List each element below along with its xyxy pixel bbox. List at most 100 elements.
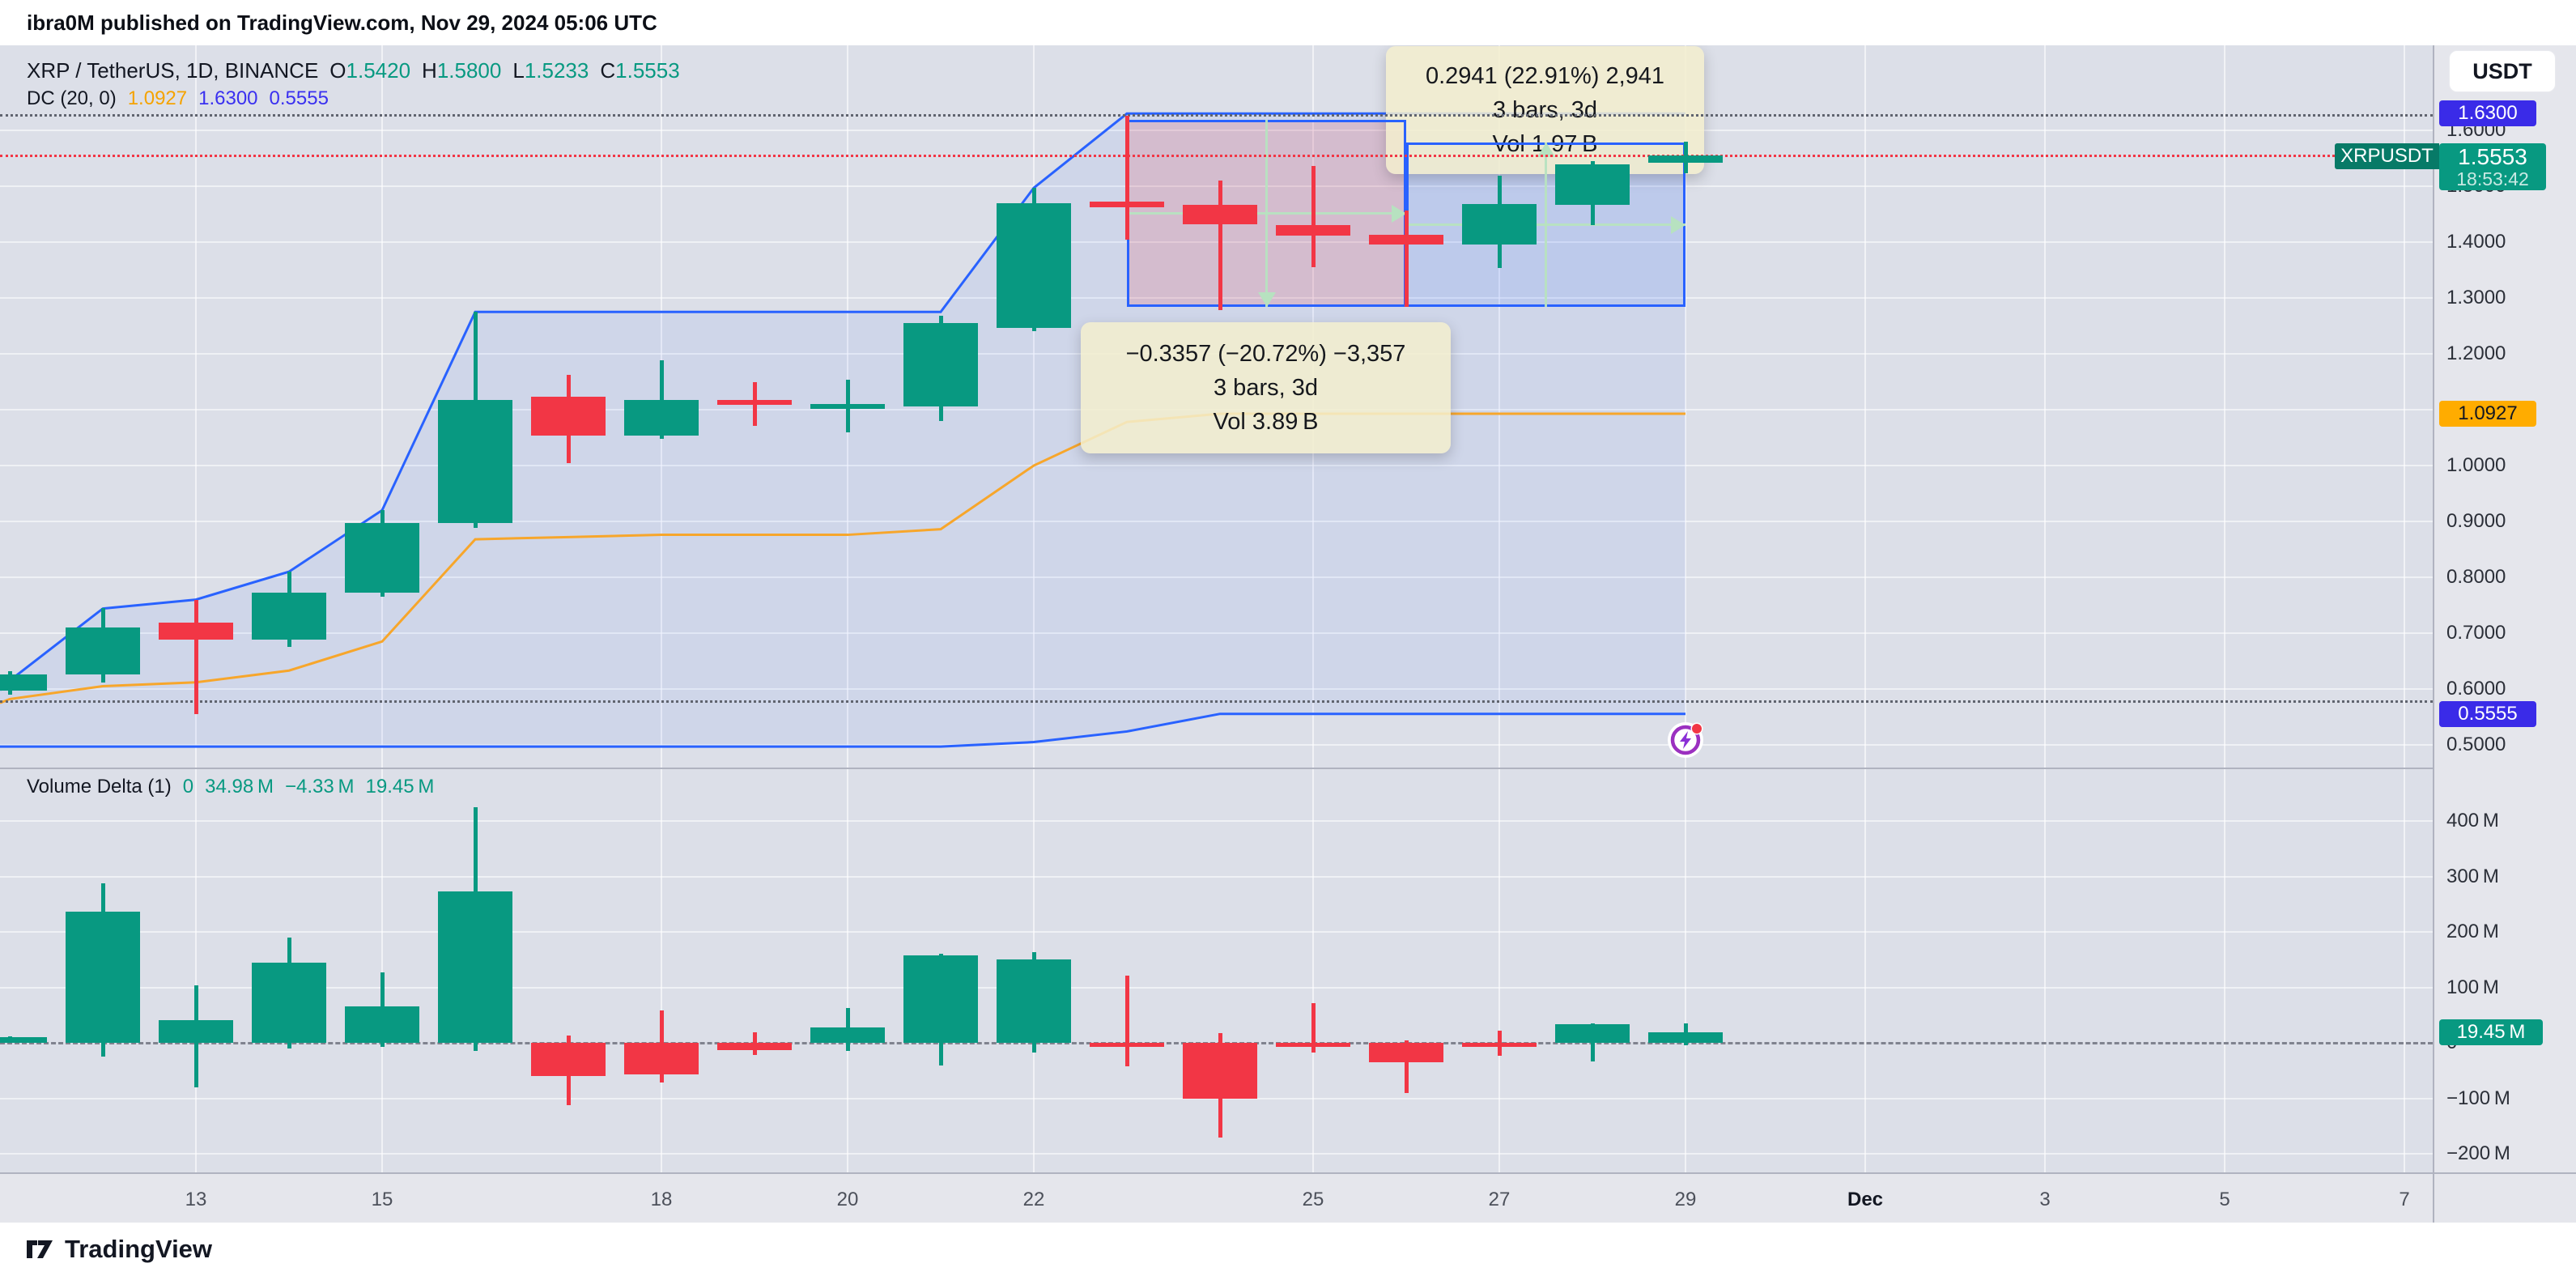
candle-body <box>159 622 233 640</box>
grid-line <box>1033 45 1035 1172</box>
grid-line <box>0 1153 2433 1155</box>
grid-line <box>0 576 2433 578</box>
last-price-line <box>0 154 2433 157</box>
candle-body <box>1648 155 1723 163</box>
notification-dot <box>1692 724 1702 734</box>
candle-body <box>345 523 419 593</box>
grid-line <box>847 45 848 1172</box>
volume-delta-badge: 19.45 M <box>2439 1019 2543 1045</box>
price-tick-label: 0.7000 <box>2446 622 2506 644</box>
upper-dotted-line <box>0 113 2433 117</box>
grid-line <box>0 465 2433 466</box>
grid-line <box>0 688 2433 690</box>
grid-line <box>0 875 2433 878</box>
volume-bar <box>438 891 512 1043</box>
low-value: 1.5233 <box>524 58 589 83</box>
header-bar: ibra0M published on TradingView.com, Nov… <box>0 0 2576 45</box>
volume-bar <box>717 1043 792 1050</box>
axis-separator <box>2433 45 2434 1223</box>
candle-body <box>66 627 140 675</box>
time-axis <box>0 1174 2434 1223</box>
price-tick-label: 0.5000 <box>2446 734 2506 755</box>
symbol-legend[interactable]: XRP / TetherUS, 1D, BINANCE O1.5420 H1.5… <box>27 58 680 83</box>
tradingview-wordmark[interactable]: TradingView <box>65 1235 213 1263</box>
dc-basis-value: 1.0927 <box>127 87 188 109</box>
volume-tick-label: −100 M <box>2446 1087 2510 1109</box>
price-tick-label: 0.8000 <box>2446 566 2506 588</box>
volume-bar <box>1648 1031 1723 1043</box>
grid-line <box>0 1097 2433 1099</box>
volume-bar <box>1369 1043 1443 1062</box>
candle-wick <box>1218 181 1222 311</box>
high-value: 1.5800 <box>436 58 502 83</box>
volume-bar <box>624 1043 699 1075</box>
symbol-price-tag: XRPUSDT <box>2335 143 2439 169</box>
grid-line <box>1864 45 1866 1172</box>
volume-tick-label: 100 M <box>2446 976 2499 998</box>
volume-tick-label: 300 M <box>2446 865 2499 887</box>
grid-line <box>2404 45 2405 1172</box>
volume-bar <box>903 955 978 1043</box>
grid-line <box>0 241 2433 243</box>
candle-body <box>1369 235 1443 245</box>
grid-line <box>0 931 2433 933</box>
last-price-badge: 1.5553 18:53:42 <box>2439 143 2546 190</box>
measure-tooltip-down[interactable]: −0.3357 (−20.72%) −3,357 3 bars, 3d Vol … <box>1081 322 1451 453</box>
grid-line <box>0 521 2433 522</box>
grid-line <box>381 45 383 1172</box>
candle-body <box>624 400 699 436</box>
candle-body <box>0 674 47 691</box>
measure-bars: 3 bars, 3d <box>1214 374 1318 401</box>
grid-line <box>0 297 2433 299</box>
time-label[interactable]: 13 <box>185 1189 207 1210</box>
candle-wick <box>659 359 664 439</box>
candle-body <box>252 593 326 640</box>
dc-lower-badge: 0.5555 <box>2439 700 2536 727</box>
volume-bar <box>810 1027 885 1043</box>
time-label[interactable]: 20 <box>836 1189 859 1210</box>
candle-wick <box>1311 166 1316 268</box>
lower-dotted-line <box>0 700 2433 704</box>
candle-body <box>903 323 978 406</box>
donchian-legend[interactable]: DC (20, 0) 1.0927 1.6300 0.5555 <box>27 87 329 110</box>
volume-wick <box>1311 1003 1316 1053</box>
time-label[interactable]: 15 <box>371 1189 393 1210</box>
bar-countdown: 18:53:42 <box>2456 168 2529 189</box>
volume-bar <box>66 912 140 1043</box>
grid-line <box>0 744 2433 746</box>
candle-body <box>1090 201 1164 208</box>
time-label[interactable]: 25 <box>1302 1189 1324 1210</box>
time-label[interactable]: Dec <box>1847 1189 1884 1210</box>
volume-bar <box>0 1037 47 1043</box>
currency-toggle-button[interactable]: USDT <box>2449 50 2556 92</box>
time-label[interactable]: 27 <box>1488 1189 1511 1210</box>
candle-body <box>1555 164 1630 205</box>
time-label[interactable]: 22 <box>1022 1189 1045 1210</box>
measure-arrow-down <box>1257 292 1276 308</box>
time-label[interactable]: 18 <box>650 1189 673 1210</box>
measure-hline <box>1406 223 1685 227</box>
symbol-title: XRP / TetherUS, 1D, BINANCE <box>27 58 319 83</box>
dc-upper-value: 1.6300 <box>198 87 258 109</box>
vd-low: −4.33 M <box>284 776 355 798</box>
time-label[interactable]: 3 <box>2039 1189 2051 1210</box>
streak-flash-icon[interactable] <box>1667 721 1704 759</box>
price-tick-label: 0.6000 <box>2446 678 2506 700</box>
measure-volume: Vol 3.89 B <box>1213 408 1319 435</box>
pane-separator <box>0 768 2433 769</box>
candle-body <box>717 400 792 406</box>
measure-arrow-horizontal <box>1671 215 1685 234</box>
grid-line <box>2044 45 2046 1172</box>
grid-line <box>0 986 2433 989</box>
volume-bar <box>531 1043 606 1077</box>
time-label[interactable]: 7 <box>2399 1189 2410 1210</box>
vd-high: 34.98 M <box>205 776 274 798</box>
time-label[interactable]: 29 <box>1674 1189 1697 1210</box>
grid-line <box>0 130 2433 131</box>
volume-bar <box>159 1019 233 1043</box>
time-label[interactable]: 5 <box>2219 1189 2230 1210</box>
vd-title: Volume Delta (1) <box>27 776 172 798</box>
volume-delta-legend[interactable]: Volume Delta (1) 0 34.98 M −4.33 M 19.45… <box>27 776 434 798</box>
vd-open: 0 <box>182 776 194 798</box>
